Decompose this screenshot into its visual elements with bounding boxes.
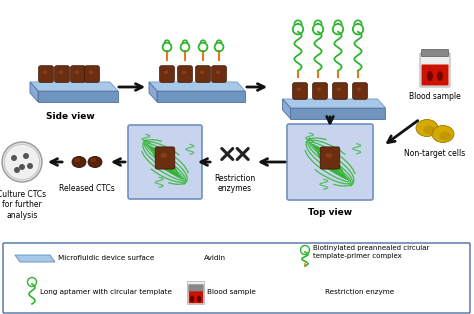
Ellipse shape [297,87,301,91]
Ellipse shape [43,70,47,74]
FancyBboxPatch shape [189,285,203,291]
FancyBboxPatch shape [3,243,470,313]
Polygon shape [30,82,38,102]
FancyBboxPatch shape [155,147,175,169]
FancyBboxPatch shape [420,53,450,87]
FancyBboxPatch shape [312,83,328,99]
FancyBboxPatch shape [188,281,204,305]
Circle shape [14,167,20,173]
Ellipse shape [437,71,443,81]
Text: Avidin: Avidin [204,255,226,261]
Ellipse shape [161,153,167,158]
Polygon shape [291,108,385,119]
Ellipse shape [59,70,64,74]
Text: Top view: Top view [308,208,352,217]
FancyBboxPatch shape [333,83,347,99]
Ellipse shape [74,158,80,162]
FancyBboxPatch shape [71,66,85,82]
FancyBboxPatch shape [55,66,69,82]
Ellipse shape [423,126,435,134]
Ellipse shape [89,70,93,74]
FancyBboxPatch shape [160,66,174,82]
Ellipse shape [357,87,361,91]
Ellipse shape [416,120,438,137]
FancyBboxPatch shape [196,66,210,82]
Text: Culture CTCs
for further
analysis: Culture CTCs for further analysis [0,190,46,220]
Ellipse shape [439,132,451,140]
Ellipse shape [190,295,194,302]
Polygon shape [149,82,157,102]
Circle shape [27,163,33,169]
Text: Restriction
enzymes: Restriction enzymes [214,174,255,193]
Text: Microfluidic device surface: Microfluidic device surface [58,255,155,261]
Polygon shape [38,91,118,102]
Text: Biotinylated preannealed circular
template-primer complex: Biotinylated preannealed circular templa… [313,245,429,259]
Circle shape [11,155,17,161]
Text: Blood sample: Blood sample [207,289,256,295]
FancyBboxPatch shape [421,50,448,57]
Text: Released CTCs: Released CTCs [59,184,115,193]
FancyBboxPatch shape [287,124,373,200]
FancyBboxPatch shape [84,66,100,82]
FancyBboxPatch shape [211,66,227,82]
Ellipse shape [317,87,321,91]
Ellipse shape [164,70,168,74]
FancyBboxPatch shape [189,291,203,303]
Ellipse shape [182,70,186,74]
Circle shape [4,144,40,180]
Ellipse shape [88,156,102,167]
FancyBboxPatch shape [178,66,192,82]
FancyBboxPatch shape [292,83,308,99]
FancyBboxPatch shape [189,251,201,265]
Polygon shape [149,82,245,91]
Polygon shape [283,99,291,119]
FancyBboxPatch shape [353,83,367,99]
Circle shape [19,164,25,170]
Text: Blood sample: Blood sample [409,92,461,101]
Ellipse shape [192,255,196,258]
Ellipse shape [200,70,204,74]
Circle shape [23,153,29,159]
Ellipse shape [72,156,86,167]
Text: Long aptamer with circular template: Long aptamer with circular template [40,289,172,295]
FancyBboxPatch shape [320,147,340,169]
Ellipse shape [337,87,341,91]
Ellipse shape [90,158,96,162]
Text: Restriction enzyme: Restriction enzyme [325,289,394,295]
FancyBboxPatch shape [128,125,202,199]
FancyBboxPatch shape [38,66,54,82]
Ellipse shape [216,70,220,74]
Text: Side view: Side view [46,112,94,121]
Circle shape [2,142,42,182]
Polygon shape [283,99,385,108]
Ellipse shape [326,153,332,158]
Polygon shape [157,91,245,102]
Text: Non-target cells: Non-target cells [404,149,465,158]
Ellipse shape [197,295,201,302]
Polygon shape [15,255,55,262]
FancyBboxPatch shape [421,64,448,85]
Polygon shape [30,82,118,91]
Ellipse shape [432,126,454,143]
Ellipse shape [75,70,79,74]
Ellipse shape [427,71,433,81]
